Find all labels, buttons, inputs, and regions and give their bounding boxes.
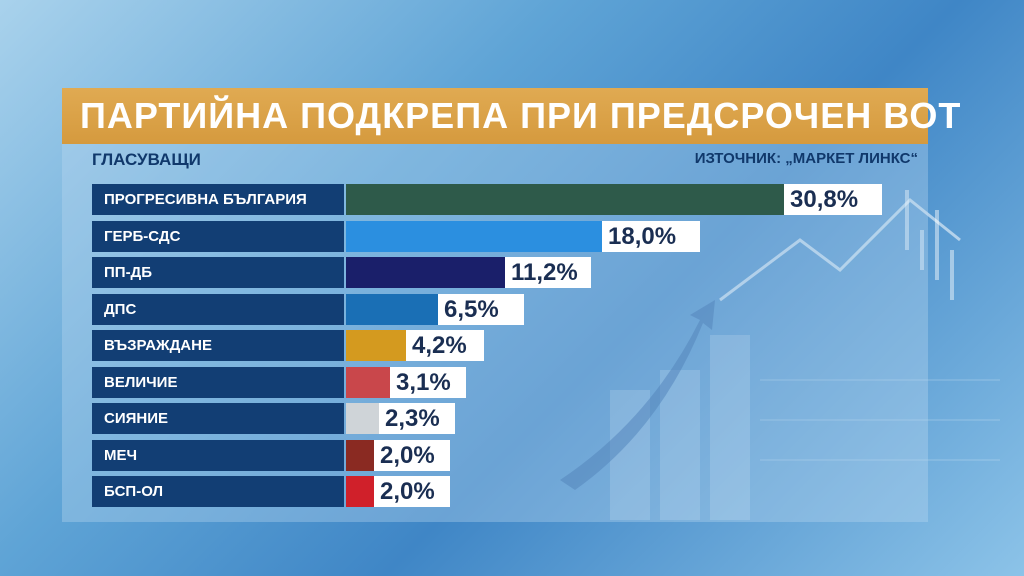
bar-value-label: 4,2% bbox=[406, 330, 484, 361]
bar-label: БСП-ОЛ bbox=[92, 476, 344, 507]
bar-value-label: 30,8% bbox=[784, 184, 882, 215]
bar bbox=[346, 221, 602, 252]
bar-value-label: 18,0% bbox=[602, 221, 700, 252]
voters-subtitle: ГЛАСУВАЩИ bbox=[92, 150, 201, 169]
bar-label: ПРОГРЕСИВНА БЪЛГАРИЯ bbox=[92, 184, 344, 215]
bar bbox=[346, 440, 374, 471]
bar-label: ДПС bbox=[92, 294, 344, 325]
bar bbox=[346, 403, 379, 434]
bar bbox=[346, 184, 784, 215]
bar bbox=[346, 257, 505, 288]
bar-label: ВЪЗРАЖДАНЕ bbox=[92, 330, 344, 361]
bar-label: СИЯНИЕ bbox=[92, 403, 344, 434]
bar bbox=[346, 294, 438, 325]
bar-value-label: 11,2% bbox=[505, 257, 591, 288]
bar-value-label: 2,0% bbox=[374, 440, 450, 471]
title-bar: ПАРТИЙНА ПОДКРЕПА ПРИ ПРЕДСРОЧЕН ВОТ bbox=[62, 88, 960, 144]
bar-label: ГЕРБ-СДС bbox=[92, 221, 344, 252]
bar-value-label: 2,0% bbox=[374, 476, 450, 507]
bar-value-label: 6,5% bbox=[438, 294, 524, 325]
bar-label: ВЕЛИЧИЕ bbox=[92, 367, 344, 398]
bar bbox=[346, 367, 390, 398]
bar bbox=[346, 330, 406, 361]
bar-value-label: 2,3% bbox=[379, 403, 455, 434]
bar bbox=[346, 476, 374, 507]
bar-label: МЕЧ bbox=[92, 440, 344, 471]
bar-label: ПП-ДБ bbox=[92, 257, 344, 288]
bar-value-label: 3,1% bbox=[390, 367, 466, 398]
chart-title: ПАРТИЙНА ПОДКРЕПА ПРИ ПРЕДСРОЧЕН ВОТ bbox=[80, 95, 962, 136]
source-label: ИЗТОЧНИК: „МАРКЕТ ЛИНКС“ bbox=[694, 150, 918, 167]
